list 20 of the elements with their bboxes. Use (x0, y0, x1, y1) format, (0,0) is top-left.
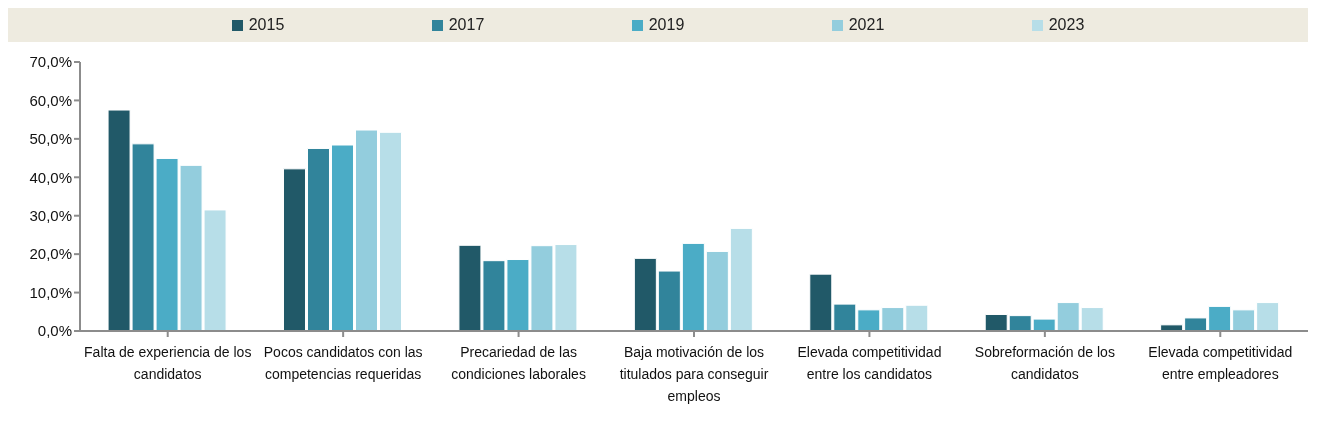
legend-label: 2017 (447, 16, 485, 34)
y-tick-label: 50,0% (29, 130, 72, 148)
x-tick-label: Elevada competitividad entre empleadores (1148, 343, 1293, 382)
y-tick-label: 0,0% (37, 322, 72, 340)
y-tick-label: 60,0% (29, 91, 72, 109)
legend-label: 2021 (847, 16, 885, 34)
y-tick-label: 30,0% (29, 207, 72, 225)
y-tick-label: 40,0% (29, 168, 72, 186)
x-tick-label: Pocos candidatos con las competencias requeridas (263, 343, 423, 382)
x-tick-label: Elevada competitividad entre los candidatos (797, 343, 942, 382)
x-tick-label: Precariedad de las condiciones laborales (451, 343, 586, 382)
x-tick-label: Sobreformación de los candidatos (974, 343, 1115, 382)
y-tick-label: 10,0% (29, 283, 72, 301)
x-tick-label: Baja motivación de los titulados para conseguir empleos (619, 343, 769, 404)
legend-label: 2023 (1047, 16, 1085, 34)
y-tick-label: 20,0% (29, 245, 72, 263)
legend-label: 2015 (247, 16, 285, 34)
x-tick-label: Falta de experiencia de los candidatos (84, 343, 252, 382)
legend-label: 2019 (647, 16, 685, 34)
y-tick-label: 70,0% (29, 53, 72, 71)
